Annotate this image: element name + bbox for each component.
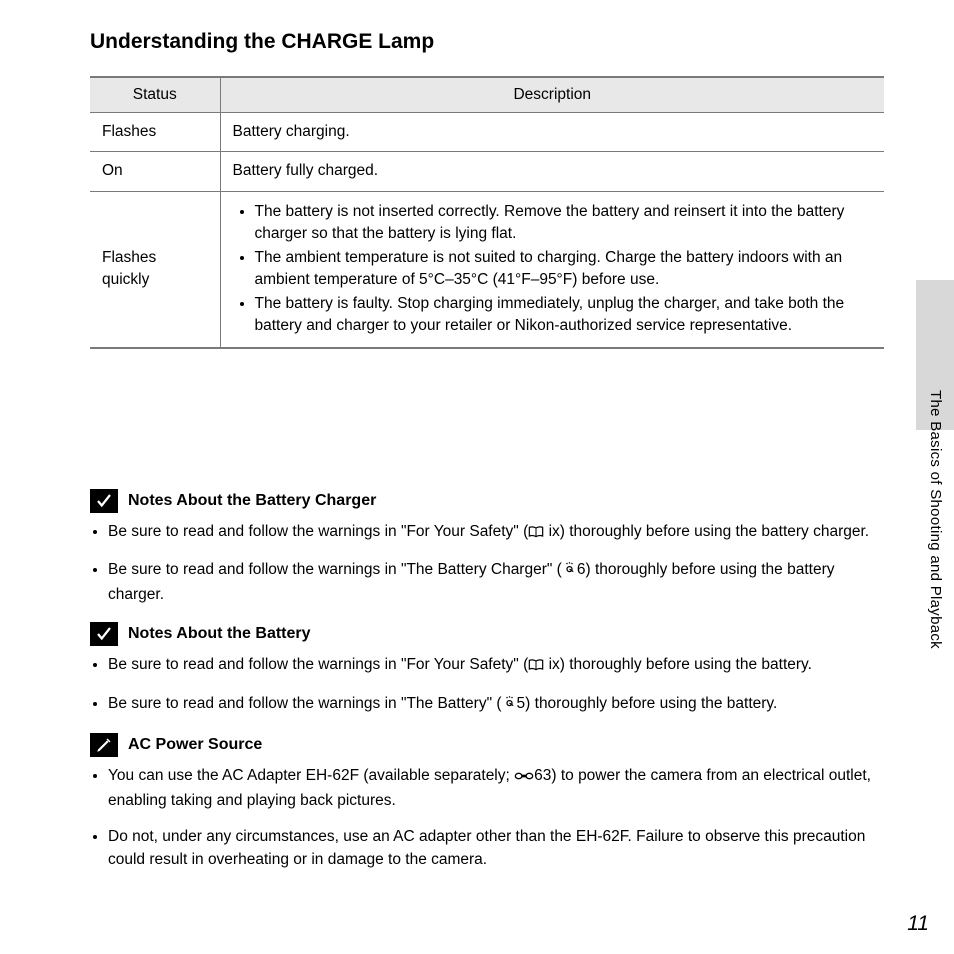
section-label: The Basics of Shooting and Playback	[927, 390, 944, 649]
th-description: Description	[220, 77, 884, 113]
note-bullet: Do not, under any circumstances, use an …	[108, 826, 884, 871]
table-row: FlashesBattery charging.	[90, 113, 884, 152]
cell-description: The battery is not inserted correctly. R…	[220, 191, 884, 347]
desc-bullet: The ambient temperature is not suited to…	[255, 247, 873, 292]
book-icon	[528, 523, 544, 545]
desc-bullet: The battery is not inserted correctly. R…	[255, 201, 873, 246]
note-bullet: Be sure to read and follow the warnings …	[108, 559, 884, 606]
page-heading: Understanding the CHARGE Lamp	[90, 30, 884, 54]
check-icon	[90, 622, 118, 646]
charge-lamp-table: Status Description FlashesBattery chargi…	[90, 76, 884, 349]
note-section: Notes About the Battery Charger Be sure t…	[90, 489, 884, 606]
cell-status: On	[90, 152, 220, 191]
table-row: Flashes quickly The battery is not insert…	[90, 191, 884, 347]
desc-bullet: The battery is faulty. Stop charging imm…	[255, 293, 873, 338]
pencil-icon	[90, 733, 118, 757]
sun-icon	[502, 695, 517, 717]
note-bullet: You can use the AC Adapter EH-62F (avail…	[108, 765, 884, 812]
note-title: AC Power Source	[128, 736, 262, 754]
note-bullet: Be sure to read and follow the warnings …	[108, 521, 884, 545]
table-row: OnBattery fully charged.	[90, 152, 884, 191]
note-title: Notes About the Battery Charger	[128, 492, 376, 510]
cell-description: Battery fully charged.	[220, 152, 884, 191]
note-title: Notes About the Battery	[128, 625, 311, 643]
book-icon	[528, 656, 544, 678]
check-icon	[90, 489, 118, 513]
note-bullet: Be sure to read and follow the warnings …	[108, 693, 884, 717]
cell-status: Flashes quickly	[90, 191, 220, 347]
note-section: AC Power Source You can use the AC Adapte…	[90, 733, 884, 871]
cell-status: Flashes	[90, 113, 220, 152]
cell-description: Battery charging.	[220, 113, 884, 152]
th-status: Status	[90, 77, 220, 113]
chain-icon	[514, 767, 534, 789]
sun-icon	[562, 561, 577, 583]
page-number: 11	[907, 912, 929, 936]
note-bullet: Be sure to read and follow the warnings …	[108, 654, 884, 678]
note-section: Notes About the Battery Be sure to read a…	[90, 622, 884, 717]
